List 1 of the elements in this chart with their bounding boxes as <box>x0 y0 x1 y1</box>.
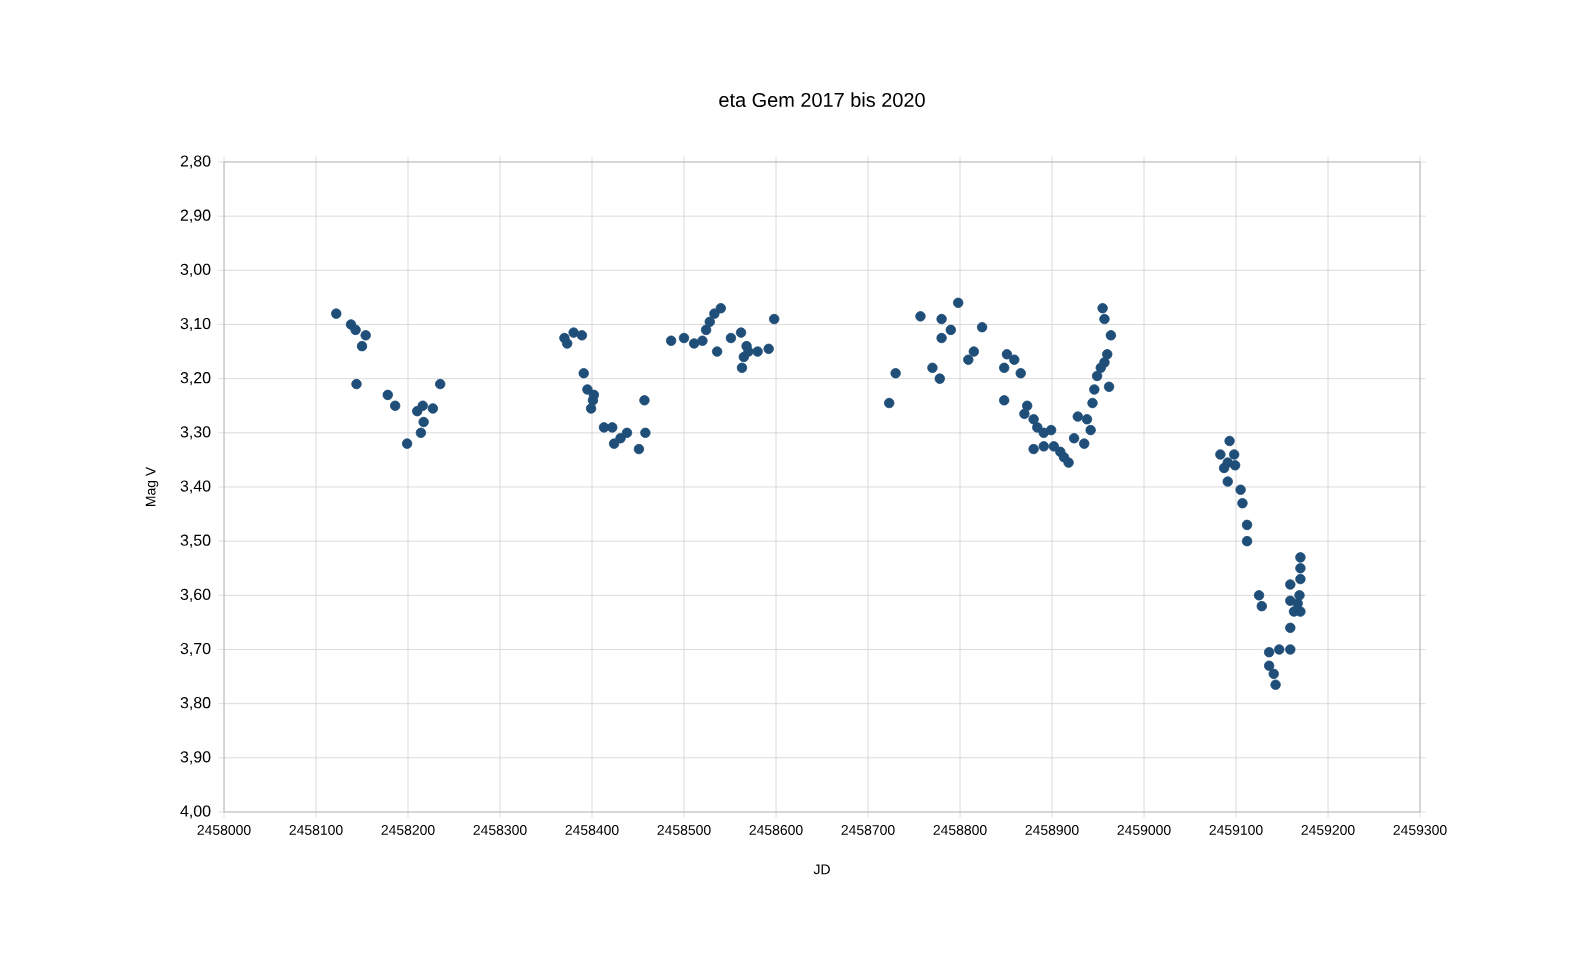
chart-title: eta Gem 2017 bis 2020 <box>719 92 925 107</box>
